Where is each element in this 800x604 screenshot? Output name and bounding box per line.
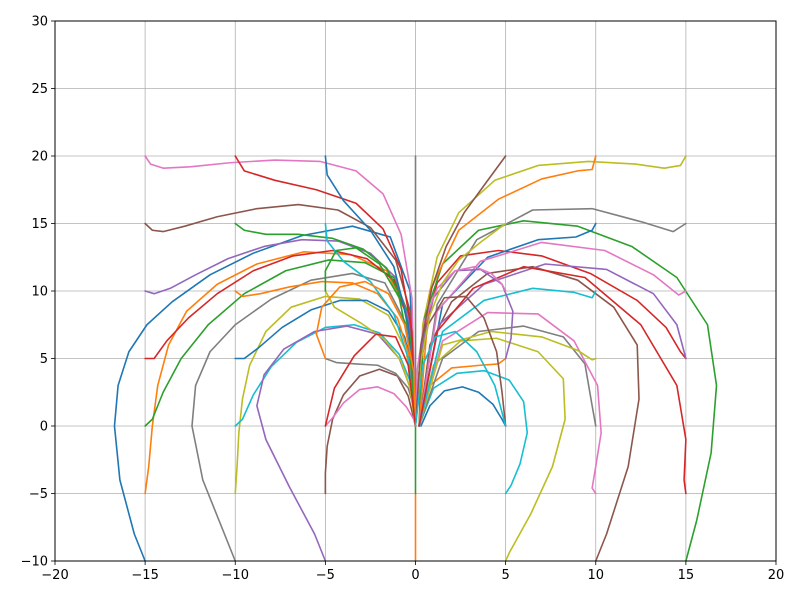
series-line-36 — [418, 287, 597, 427]
y-tick-label: −10 — [21, 555, 48, 570]
series-line-28 — [418, 265, 640, 562]
series-line-6 — [144, 203, 417, 427]
series-line-7 — [144, 155, 417, 427]
series-line-42 — [418, 265, 687, 495]
series-line-46 — [414, 222, 507, 427]
series-line-12 — [234, 280, 417, 427]
series-line-3 — [144, 259, 417, 427]
y-tick-label: 10 — [31, 285, 48, 300]
series-line-41 — [418, 263, 687, 427]
series-line-49 — [315, 280, 417, 427]
x-tick-label: 5 — [501, 568, 509, 583]
series-line-13 — [234, 222, 417, 427]
y-tick-label: 5 — [40, 352, 48, 367]
series-line-19 — [324, 290, 417, 427]
x-tick-label: −15 — [131, 568, 158, 583]
series-line-17 — [324, 386, 417, 427]
series-line-51 — [414, 330, 507, 427]
series-line-20 — [324, 222, 417, 427]
series-line-8 — [191, 272, 417, 562]
x-tick-label: −20 — [41, 568, 68, 583]
series-line-50 — [324, 333, 417, 427]
series-line-29 — [418, 337, 566, 562]
x-tick-label: 20 — [768, 568, 785, 583]
series-line-31 — [418, 369, 529, 495]
series-line-10 — [234, 323, 417, 427]
y-axis: −10 −5 0 5 10 15 20 25 30 — [21, 15, 55, 570]
series-line-34 — [418, 311, 602, 495]
y-tick-label: 25 — [31, 82, 48, 97]
series-line-35 — [418, 330, 597, 427]
x-tick-label: −10 — [222, 568, 249, 583]
series-line-14 — [234, 155, 417, 427]
series-line-21 — [324, 155, 417, 427]
series-line-2 — [144, 251, 417, 495]
plot-area — [113, 155, 718, 562]
x-tick-label: 0 — [411, 568, 419, 583]
series-line-39 — [418, 207, 687, 427]
series-line-25 — [418, 155, 687, 427]
series-line-30 — [420, 386, 507, 427]
x-tick-label: 10 — [587, 568, 604, 583]
y-tick-label: 20 — [31, 150, 48, 165]
x-tick-label: 15 — [678, 568, 695, 583]
y-tick-label: −5 — [29, 487, 48, 502]
series-line-40 — [418, 241, 687, 427]
y-tick-label: 30 — [31, 15, 48, 30]
series-line-1 — [113, 225, 417, 562]
series-line-47 — [414, 155, 507, 427]
y-tick-label: 0 — [40, 420, 48, 435]
x-tick-label: −5 — [316, 568, 335, 583]
series-line-16 — [324, 368, 417, 495]
y-tick-label: 15 — [31, 217, 48, 232]
x-axis: −20 −15 −10 −5 0 5 10 15 20 — [41, 561, 784, 583]
series-line-9 — [234, 295, 417, 495]
series-line-33 — [418, 325, 597, 427]
